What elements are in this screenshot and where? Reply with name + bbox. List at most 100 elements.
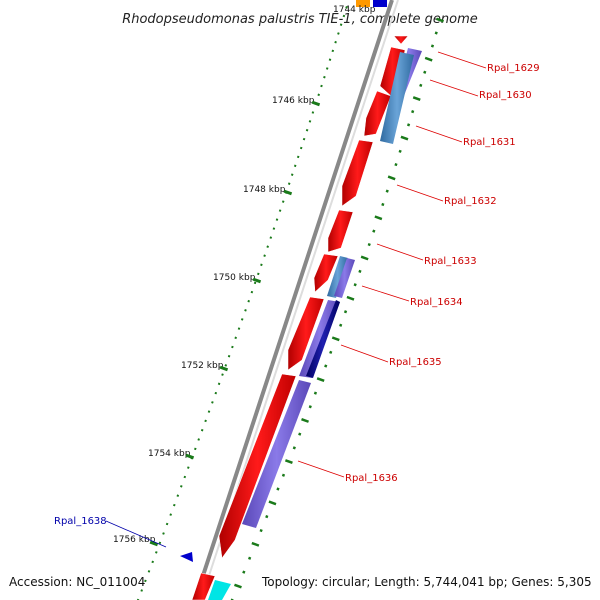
tick-mark [299, 146, 303, 150]
tick-mark [272, 227, 276, 230]
tick-mark [268, 500, 277, 506]
tick-mark [400, 135, 409, 141]
tick-mark [165, 522, 169, 526]
label-rpal-1638[interactable]: Rpal_1638 [54, 516, 107, 527]
tick-mark [269, 236, 273, 239]
tick-mark [224, 364, 228, 367]
kbp-tick-1748 [283, 189, 293, 196]
tick-mark [298, 432, 302, 436]
tick-mark [358, 269, 362, 273]
feature-slate-4 [242, 380, 311, 528]
tick-mark [313, 391, 318, 395]
kbp-label-1752: 1752 kbp [181, 361, 224, 371]
leader-rpal-1634 [361, 285, 410, 302]
tick-mark [260, 263, 263, 267]
tick-mark [316, 377, 325, 383]
tick-mark [342, 14, 346, 18]
tick-mark [147, 570, 151, 573]
kbp-label-1750: 1750 kbp [213, 273, 256, 283]
tick-mark [140, 589, 143, 592]
tick-mark [374, 215, 383, 221]
tick-mark [367, 242, 371, 247]
tick-mark [257, 272, 260, 276]
gene-rpal-1634[interactable] [313, 253, 339, 293]
tick-mark [406, 123, 411, 127]
tick-mark [334, 40, 337, 44]
tick-mark [214, 391, 218, 395]
tick-mark [287, 182, 291, 185]
gene-rpal-1636[interactable] [218, 373, 297, 559]
tick-mark [345, 6, 348, 9]
tick-mark [323, 75, 326, 79]
tick-mark [387, 175, 396, 181]
gene-rpal-1631[interactable] [363, 90, 392, 137]
tick-mark [436, 17, 444, 23]
tick-mark [158, 541, 162, 545]
tick-mark [234, 336, 237, 340]
tick-mark [293, 164, 297, 168]
label-rpal-1633[interactable]: Rpal_1633 [424, 256, 477, 267]
tick-mark [284, 459, 293, 465]
label-rpal-1634[interactable]: Rpal_1634 [410, 297, 463, 308]
tick-mark [302, 137, 306, 141]
tick-mark [339, 323, 343, 327]
leader-rpal-1635 [340, 344, 389, 363]
label-rpal-1635[interactable]: Rpal_1635 [389, 357, 442, 368]
feature-steel-1 [380, 52, 414, 144]
blue-feature-top [373, 0, 387, 7]
leader-rpal-1631 [415, 125, 463, 143]
label-rpal-1636[interactable]: Rpal_1636 [345, 473, 398, 484]
tick-mark [187, 466, 190, 469]
tick-mark [151, 560, 154, 564]
tick-mark [346, 295, 355, 301]
tick-mark [240, 318, 244, 321]
tick-mark [162, 532, 165, 535]
tick-mark [290, 173, 294, 176]
tick-mark [211, 401, 214, 404]
tick-mark [266, 245, 269, 248]
tick-mark [419, 83, 423, 87]
gene-rpal-1629[interactable] [393, 35, 409, 45]
kbp-tick-1752 [219, 365, 229, 372]
tick-mark [292, 446, 296, 450]
tick-mark [337, 32, 340, 35]
tick-mark [248, 556, 252, 560]
tick-mark [242, 570, 246, 574]
kbp-tick-1750 [252, 277, 262, 284]
tick-mark [320, 84, 323, 88]
leader-rpal-1638 [105, 520, 167, 548]
leader-rpal-1636 [297, 460, 345, 478]
kbp-label-1748: 1748 kbp [243, 185, 286, 195]
gene-rpal-1633[interactable] [327, 209, 354, 253]
tick-mark [324, 364, 328, 368]
tick-mark [412, 96, 421, 102]
tick-mark [217, 382, 221, 386]
tick-mark [263, 254, 266, 257]
kbp-tick-1756 [149, 540, 159, 547]
tick-mark [360, 255, 369, 261]
tick-mark [227, 354, 231, 358]
tick-mark [176, 494, 180, 497]
gene-rpal-1635[interactable] [287, 296, 325, 371]
label-rpal-1631[interactable]: Rpal_1631 [463, 137, 516, 148]
tick-mark [144, 579, 147, 583]
tick-mark [281, 473, 286, 477]
leader-rpal-1632 [396, 184, 444, 202]
tick-mark [155, 551, 158, 554]
tick-mark [372, 229, 376, 233]
tick-mark [247, 299, 250, 303]
label-rpal-1629[interactable]: Rpal_1629 [487, 63, 540, 74]
gene-rpal-1632[interactable] [341, 139, 374, 207]
gene-rpal-1638[interactable] [180, 552, 193, 562]
gene-rpal-1637[interactable] [191, 572, 216, 600]
tick-mark [204, 419, 207, 423]
feature-steel-2 [327, 256, 348, 298]
leader-rpal-1633 [376, 243, 424, 261]
tick-mark [339, 23, 343, 26]
tick-mark [317, 93, 320, 97]
tick-mark [411, 110, 415, 114]
label-rpal-1632[interactable]: Rpal_1632 [444, 196, 497, 207]
label-rpal-1630[interactable]: Rpal_1630 [479, 90, 532, 101]
tick-mark [237, 327, 241, 330]
